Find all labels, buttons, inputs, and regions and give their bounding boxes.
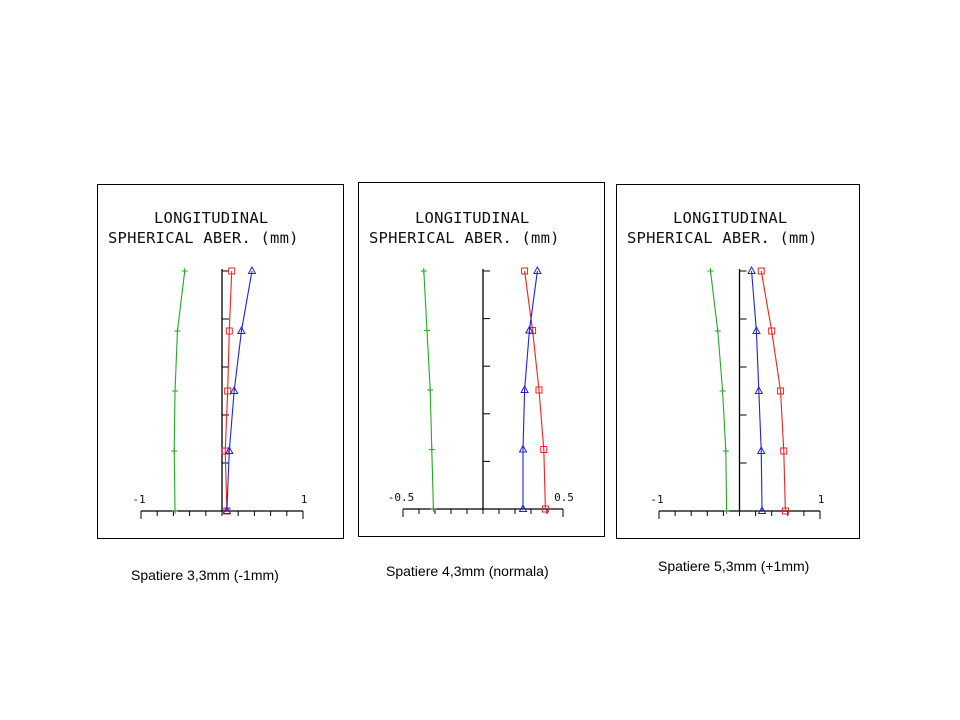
chart-title: LONGITUDINAL (415, 209, 529, 227)
data-point-plus (181, 268, 188, 274)
chart-caption-2: Spatiere 4,3mm (normala) (386, 563, 549, 579)
data-point-triangle (247, 265, 257, 274)
data-point-triangle (224, 445, 234, 454)
x-tick-label-min: -1 (650, 493, 663, 506)
data-point-plus (714, 328, 721, 334)
data-point-square (540, 446, 548, 453)
chart-subtitle: SPHERICAL ABER. (mm) (369, 229, 560, 247)
data-point-plus (719, 388, 726, 394)
data-point-plus (428, 446, 435, 453)
chart-caption-1: Spatiere 3,3mm (-1mm) (131, 567, 279, 583)
chart-svg-3: LONGITUDINAL SPHERICAL ABER. (mm) -1 1 (627, 209, 825, 519)
x-tick-label-min: -1 (132, 493, 145, 506)
series-line (224, 270, 233, 512)
chart-svg-1: LONGITUDINAL SPHERICAL ABER. (mm) -1 1 (108, 209, 308, 519)
chart-title: LONGITUDINAL (154, 209, 268, 227)
data-point-square (228, 267, 236, 275)
data-point-square (780, 447, 788, 455)
x-tick-label-max: 1 (818, 493, 825, 506)
chart-panel-3: LONGITUDINAL SPHERICAL ABER. (mm) -1 1 (616, 184, 860, 539)
series-line (226, 270, 253, 512)
data-point-plus (171, 448, 178, 454)
data-point-plus (174, 328, 181, 334)
data-point-plus (427, 387, 434, 393)
data-point-plus (430, 506, 437, 512)
chart-panel-2: LONGITUDINAL SPHERICAL ABER. (mm) -0.5 0.… (358, 182, 605, 537)
data-point-triangle (520, 384, 529, 393)
data-point-plus (722, 448, 729, 454)
data-point-triangle (752, 325, 761, 334)
data-point-triangle (525, 325, 534, 334)
data-point-square (768, 327, 776, 335)
chart-subtitle: SPHERICAL ABER. (mm) (108, 229, 299, 247)
data-point-triangle (237, 325, 246, 334)
data-point-square (777, 387, 785, 395)
data-point-plus (172, 388, 179, 394)
series-line (522, 270, 538, 509)
x-tick-label-min: -0.5 (388, 491, 415, 504)
data-point-plus (420, 268, 427, 274)
data-point-triangle (757, 505, 767, 514)
data-point-triangle (518, 503, 528, 512)
data-point-triangle (747, 265, 756, 274)
series-line (751, 270, 763, 512)
chart-panel-1: LONGITUDINAL SPHERICAL ABER. (mm) -1 1 (97, 184, 344, 539)
data-point-square (521, 267, 529, 275)
data-point-plus (424, 327, 430, 334)
data-point-plus (172, 508, 179, 514)
series-line (524, 270, 546, 510)
data-point-plus (707, 268, 714, 274)
series-line (760, 270, 786, 512)
x-tick-label-max: 0.5 (554, 491, 574, 504)
data-point-square (541, 505, 549, 513)
data-point-square (781, 507, 789, 515)
data-point-triangle (756, 445, 766, 454)
chart-subtitle: SPHERICAL ABER. (mm) (627, 229, 818, 247)
data-point-triangle (533, 265, 542, 274)
x-tick-label-max: 1 (301, 493, 308, 506)
data-point-triangle (229, 385, 239, 394)
data-point-triangle (754, 385, 764, 394)
data-point-triangle (518, 444, 528, 453)
chart-svg-2: LONGITUDINAL SPHERICAL ABER. (mm) -0.5 0.… (369, 209, 574, 517)
data-point-plus (723, 508, 730, 514)
data-point-square (224, 387, 232, 395)
data-point-square (757, 267, 765, 275)
data-point-triangle (222, 505, 232, 514)
data-point-square (225, 327, 233, 335)
chart-caption-3: Spatiere 5,3mm (+1mm) (658, 558, 810, 574)
data-point-square (535, 386, 543, 394)
chart-title: LONGITUDINAL (673, 209, 787, 227)
